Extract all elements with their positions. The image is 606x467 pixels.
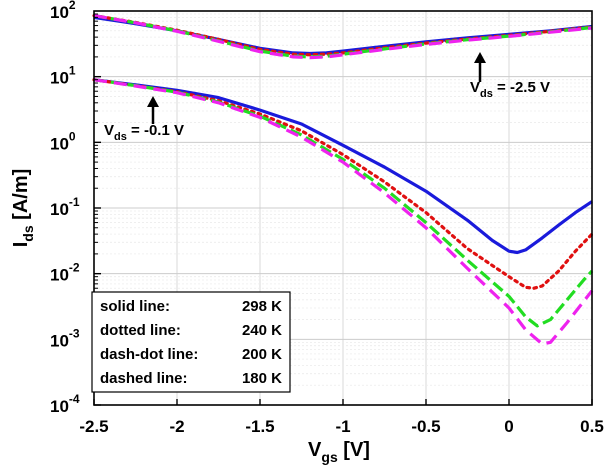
series-line-dashed-180K-vds0.1: [93, 78, 594, 346]
y-tick-exponent: 2: [69, 0, 76, 12]
x-tick-label: -0.5: [411, 417, 440, 436]
annotation-rest: = -0.1 V: [127, 122, 184, 139]
y-tick-base: 10: [50, 397, 69, 416]
y-tick-exponent: 1: [69, 64, 76, 78]
y-tick-base: 10: [50, 3, 69, 22]
annotation-sub: ds: [480, 88, 493, 100]
y-tick-label: 10-2: [50, 261, 80, 285]
x-tick-label: 0.5: [580, 417, 604, 436]
series-line-dashed-180K-vds2.5: [93, 14, 593, 60]
legend-label-dashed: dashed line:: [100, 370, 188, 387]
legend-label-dotted: dotted line:: [100, 322, 181, 339]
x-tick-label: -2: [169, 417, 184, 436]
y-tick-label: 10-1: [50, 195, 80, 219]
y-tick-label: 101: [50, 64, 76, 88]
x-tick-label: 0: [504, 417, 513, 436]
y-tick-exponent: -1: [69, 195, 80, 209]
annotation-arrow-head: [474, 52, 486, 63]
x-axis-label-main: V: [308, 439, 322, 461]
y-axis-label-sub: ds: [20, 225, 36, 242]
legend: solid line: 298 K dotted line: 240 K das…: [91, 291, 291, 393]
legend-value-240: 240 K: [242, 322, 282, 339]
grid: [93, 11, 593, 406]
legend-box: [91, 291, 291, 393]
x-tick-labels: -2.5 -2 -1.5 -1 -0.5 0 0.5: [79, 417, 603, 436]
x-axis-label-sub: gs: [321, 449, 338, 465]
annotation-arrow-head: [147, 96, 159, 107]
y-tick-exponent: 0: [69, 129, 76, 143]
y-axis-label: Ids [A/m]: [10, 169, 36, 248]
legend-label-solid: solid line:: [100, 298, 170, 315]
legend-value-180: 180 K: [242, 370, 282, 387]
legend-value-298: 298 K: [242, 298, 282, 315]
y-tick-label: 100: [50, 129, 76, 153]
annotation-main: V: [470, 79, 480, 96]
y-axis-label-main: I: [10, 242, 32, 248]
y-tick-label: 10-3: [50, 326, 80, 350]
y-tick-exponent: -2: [69, 261, 80, 275]
y-tick-exponent: -3: [69, 326, 80, 340]
y-tick-label: 10-4: [50, 392, 80, 416]
annotation-rest: = -2.5 V: [493, 79, 550, 96]
series-line-solid-298K-vds0.1: [93, 78, 593, 255]
x-tick-label: -2.5: [79, 417, 108, 436]
annotation-vds-2-5: Vds = -2.5 V: [470, 52, 550, 100]
y-axis-label-rest: [A/m]: [10, 169, 32, 226]
annotation-text: Vds = -0.1 V: [104, 122, 184, 143]
y-tick-base: 10: [50, 134, 69, 153]
legend-value-200: 200 K: [242, 346, 282, 363]
x-tick-label: -1.5: [245, 417, 274, 436]
y-tick-label: 102: [50, 0, 76, 22]
x-axis-label: Vgs [V]: [308, 439, 370, 465]
y-tick-base: 10: [50, 69, 69, 88]
annotation-vds-0-1: Vds = -0.1 V: [104, 96, 184, 143]
y-tick-base: 10: [50, 200, 69, 219]
y-tick-base: 10: [50, 331, 69, 350]
legend-label-dashdot: dash-dot line:: [100, 346, 198, 363]
x-tick-label: -1: [335, 417, 350, 436]
annotation-text: Vds = -2.5 V: [470, 79, 550, 100]
annotation-sub: ds: [114, 131, 127, 143]
series-group: [92, 14, 594, 346]
y-tick-exponent: -4: [69, 392, 80, 406]
x-axis-label-rest: [V]: [338, 439, 370, 461]
annotation-main: V: [104, 122, 114, 139]
y-tick-base: 10: [50, 266, 69, 285]
